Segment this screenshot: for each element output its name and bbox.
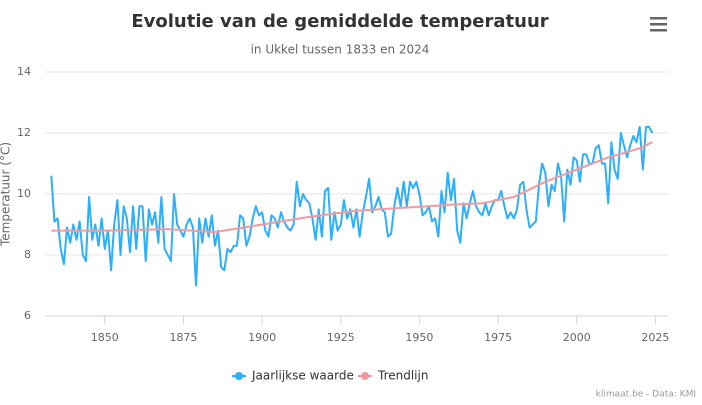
x-tick-label: 2000 — [563, 331, 591, 344]
y-tick-label: 8 — [24, 248, 31, 261]
legend-label: Jaarlijkse waarde — [251, 369, 354, 383]
legend-label: Trendlijn — [377, 369, 428, 383]
y-tick-label: 6 — [24, 309, 31, 322]
y-axis-title: Temperatuur (°C) — [0, 142, 13, 247]
chart-title: Evolutie van de gemiddelde temperatuur — [131, 11, 548, 32]
x-tick-label: 1925 — [327, 331, 355, 344]
y-tick-label: 12 — [17, 126, 31, 139]
x-tick-label: 1900 — [248, 331, 276, 344]
menu-bar[interactable] — [650, 29, 667, 32]
credits: klimaat.be - Data: KMI — [596, 390, 696, 400]
chart-subtitle: in Ukkel tussen 1833 en 2024 — [251, 43, 430, 57]
x-tick-label: 2025 — [641, 331, 669, 344]
x-tick-label: 1875 — [169, 331, 197, 344]
menu-bar[interactable] — [650, 17, 667, 20]
y-tick-label: 10 — [17, 187, 31, 200]
menu-button[interactable] — [650, 17, 667, 32]
y-tick-label: 14 — [17, 65, 31, 78]
x-tick-label: 1975 — [484, 331, 512, 344]
legend-symbol — [235, 372, 243, 380]
menu-bar[interactable] — [650, 23, 667, 26]
legend-symbol — [361, 372, 369, 380]
series-line — [50, 125, 654, 287]
x-tick-label: 1950 — [405, 331, 433, 344]
series-line — [51, 141, 653, 234]
x-tick-label: 1850 — [91, 331, 119, 344]
